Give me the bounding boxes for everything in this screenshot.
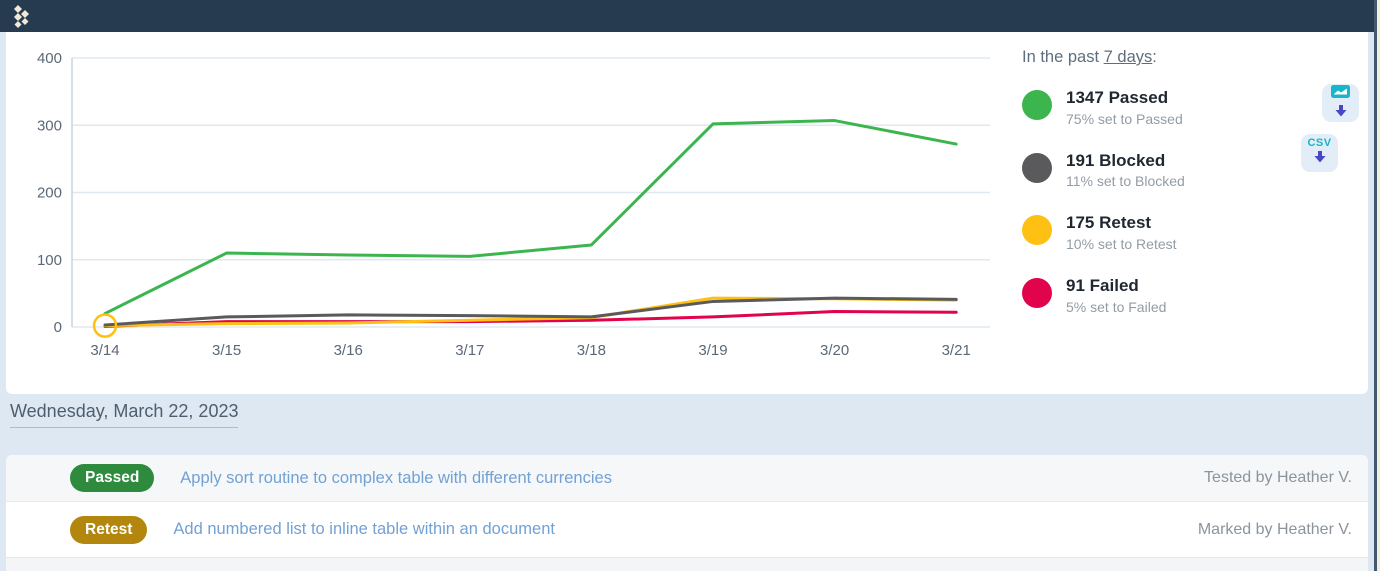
status-badge-passed[interactable]: Passed [70,464,155,492]
window-right-edge [1377,0,1380,571]
activity-date-heading[interactable]: Wednesday, March 22, 2023 [10,401,239,428]
svg-text:3/15: 3/15 [212,342,241,359]
tested-by-label: Tested by Heather V. [1204,469,1352,486]
svg-text:3/21: 3/21 [942,342,971,359]
window-right-border [1374,0,1377,571]
blocked-color-dot [1022,152,1052,183]
svg-text:300: 300 [37,117,62,134]
chart-image-icon [1331,84,1350,103]
time-range-link[interactable]: 7 days [1103,48,1153,66]
passed-color-dot [1022,90,1052,120]
failed-label: Failed [1089,275,1139,295]
svg-text:3/20: 3/20 [820,342,849,359]
download-csv-button[interactable]: CSV [1301,134,1338,172]
chart-legend: In the past 7 days: 1347 Passed 75% set … [1022,48,1292,337]
svg-text:3/14: 3/14 [90,342,119,359]
down-arrow-icon [1334,104,1348,122]
svg-text:3/16: 3/16 [334,342,363,359]
activity-row: Passed Apply sort routine to complex tab… [6,455,1368,501]
download-chart-image-button[interactable] [1322,84,1359,122]
svg-text:3/18: 3/18 [577,342,606,359]
retest-label: Retest [1099,213,1152,233]
blocked-percent: 11% set to Blocked [1066,173,1185,190]
failed-color-dot [1022,277,1052,308]
legend-title-prefix: In the past [1022,48,1104,66]
legend-entry-passed: 1347 Passed 75% set to Passed [1022,87,1292,130]
legend-title: In the past 7 days: [1022,48,1292,67]
blocked-label: Blocked [1099,150,1166,170]
status-badge-retest[interactable]: Retest [70,515,148,544]
legend-entry-failed: 91 Failed 5% set to Failed [1022,275,1292,318]
failed-percent: 5% set to Failed [1066,298,1167,315]
results-line-chart[interactable]: 0 100 200 300 400 3/14 3/15 3/16 3/17 3/18 3/19 3/2… [6,32,1016,382]
next-row-partial [6,557,1368,571]
failed-count: 91 [1066,275,1085,295]
csv-file-icon: CSV [1307,137,1332,149]
passed-count: 1347 [1066,88,1104,107]
passed-label: Passed [1108,88,1169,107]
activity-row: Retest Add numbered list to inline table… [6,501,1368,557]
svg-text:200: 200 [37,185,62,202]
svg-text:3/19: 3/19 [698,342,727,359]
svg-text:3/17: 3/17 [455,342,484,359]
svg-text:400: 400 [37,50,62,67]
svg-text:100: 100 [37,252,62,269]
test-case-link[interactable]: Add numbered list to inline table within… [173,520,555,538]
results-chart-panel: 0 100 200 300 400 3/14 3/15 3/16 3/17 3/18 3/19 3/2… [6,32,1368,394]
down-arrow-icon [1313,150,1327,168]
svg-text:0: 0 [54,319,62,336]
marked-by-label: Marked by Heather V. [1197,520,1352,538]
retest-count: 175 [1066,213,1095,233]
retest-percent: 10% set to Retest [1066,236,1177,252]
passed-percent: 75% set to Passed [1066,110,1183,127]
retest-color-dot [1022,215,1052,246]
blocked-count: 191 [1066,150,1095,170]
legend-title-suffix: : [1152,48,1157,66]
legend-entry-retest: 175 Retest 10% set to Retest [1022,212,1292,255]
test-case-link[interactable]: Apply sort routine to complex table with… [180,468,612,487]
activity-list-panel: Passed Apply sort routine to complex tab… [6,455,1368,571]
legend-entry-blocked: 191 Blocked 11% set to Blocked [1022,150,1292,193]
app-header [0,0,1374,32]
app-logo-diamonds-icon[interactable] [10,4,32,35]
